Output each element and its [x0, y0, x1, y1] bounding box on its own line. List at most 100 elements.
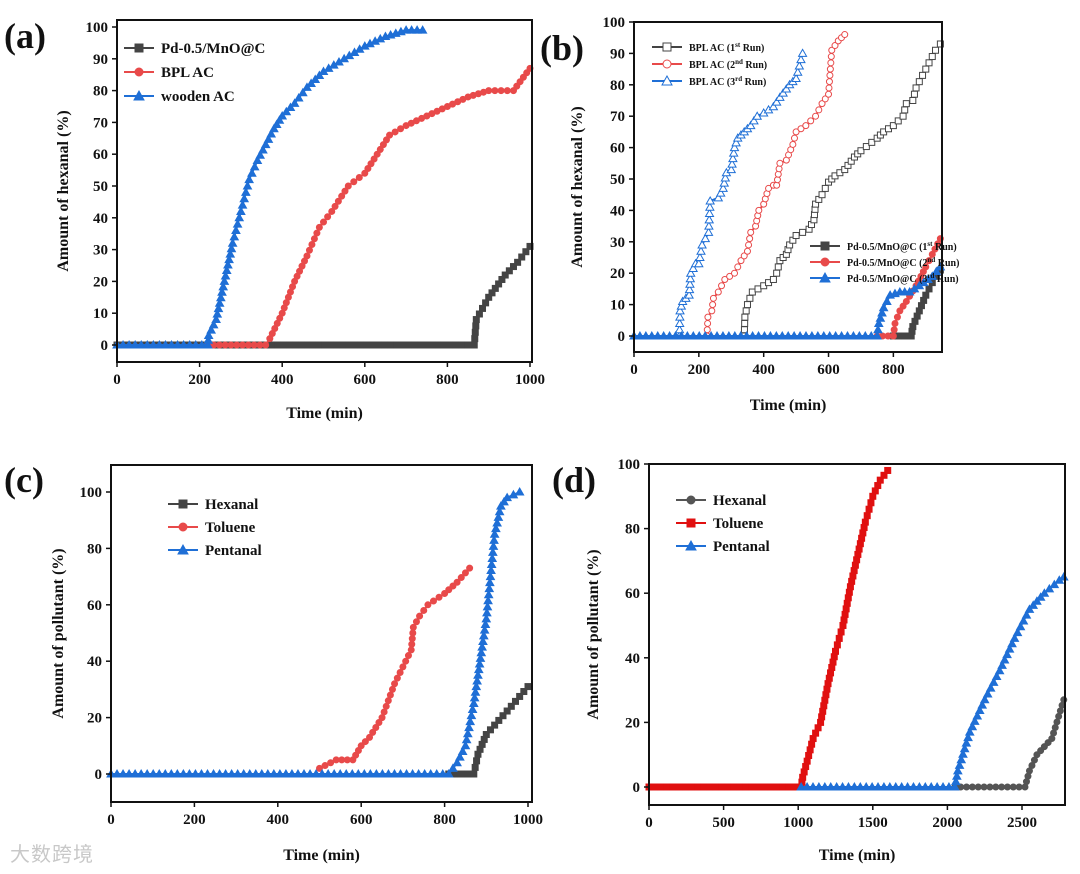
data-point	[718, 183, 729, 192]
data-point	[378, 714, 386, 722]
legend-label: BPL AC (1st Run)	[689, 41, 764, 54]
data-point	[843, 781, 854, 791]
data-point	[457, 574, 465, 582]
data-point	[790, 134, 798, 142]
data-point	[178, 339, 189, 349]
data-point	[443, 768, 454, 778]
data-point	[263, 134, 274, 143]
data-point	[239, 341, 247, 349]
data-point	[256, 341, 264, 349]
data-point	[805, 752, 813, 760]
data-point	[514, 258, 522, 266]
data-point	[980, 783, 988, 791]
data-point	[446, 341, 454, 349]
data-point	[831, 42, 839, 50]
data-point	[184, 768, 195, 778]
data-point	[244, 341, 252, 349]
y-tick-label: 80	[87, 541, 102, 557]
data-point	[832, 647, 839, 655]
x-tick-label: 600	[354, 372, 377, 388]
data-point	[994, 665, 1005, 675]
data-point	[478, 636, 488, 645]
legend-marker	[820, 257, 830, 267]
data-point	[509, 263, 517, 271]
data-point	[293, 768, 303, 778]
data-point	[244, 768, 255, 778]
data-point	[375, 341, 383, 349]
y-tick-label: 90	[610, 46, 625, 62]
data-point	[451, 770, 459, 778]
data-point	[796, 781, 807, 791]
legend-marker	[134, 67, 144, 77]
data-point	[393, 674, 401, 682]
y-tick-label: 60	[625, 586, 640, 602]
series-hexanal	[951, 696, 1068, 791]
data-point	[471, 681, 482, 691]
data-point	[669, 783, 677, 791]
data-point	[365, 768, 376, 778]
data-point	[518, 253, 526, 261]
data-point	[1009, 783, 1017, 791]
data-point	[338, 192, 346, 200]
data-point	[233, 341, 241, 349]
data-point	[321, 762, 329, 770]
data-point	[737, 257, 745, 265]
data-point	[455, 752, 465, 761]
legend-marker	[686, 518, 696, 528]
data-point	[789, 330, 799, 340]
data-point	[771, 330, 782, 340]
data-point	[876, 476, 884, 484]
data-point	[705, 195, 716, 205]
series-line	[801, 576, 1065, 788]
data-point	[958, 749, 968, 758]
data-point	[190, 768, 201, 778]
data-point	[718, 330, 728, 340]
data-point	[485, 571, 496, 581]
data-point	[464, 341, 472, 349]
data-point	[956, 754, 967, 764]
data-point	[1015, 621, 1026, 631]
data-point	[247, 168, 257, 177]
data-point	[208, 768, 219, 778]
data-point	[712, 783, 720, 791]
data-point	[399, 341, 407, 349]
data-point	[803, 757, 811, 765]
y-tick-label: 40	[625, 651, 640, 667]
data-point	[391, 128, 399, 136]
y-tick-label: 30	[610, 235, 625, 251]
data-point	[959, 743, 970, 753]
data-point	[292, 341, 300, 349]
data-point	[468, 698, 479, 707]
data-point	[236, 206, 246, 215]
data-point	[380, 708, 388, 716]
data-point	[708, 307, 716, 315]
data-point	[873, 781, 883, 791]
y-tick-label: 50	[610, 172, 625, 188]
data-point	[469, 692, 480, 702]
data-point	[419, 768, 430, 778]
data-point	[275, 768, 285, 778]
data-point	[721, 275, 729, 283]
data-point	[329, 768, 340, 778]
panel-label: (b)	[540, 28, 584, 68]
data-point	[842, 330, 853, 340]
data-point	[922, 65, 930, 73]
data-point	[736, 783, 744, 791]
data-point	[391, 680, 399, 688]
data-point	[470, 687, 481, 696]
data-point	[728, 148, 739, 157]
data-point	[706, 783, 714, 791]
data-point	[825, 781, 836, 791]
data-point	[369, 341, 377, 349]
data-point	[491, 523, 501, 533]
data-point	[951, 771, 962, 780]
data-point	[347, 768, 358, 778]
legend-marker	[178, 522, 188, 532]
x-tick-label: 400	[752, 362, 775, 378]
series-toluene	[316, 564, 474, 772]
y-tick-label: 80	[610, 78, 625, 94]
data-point	[1032, 596, 1042, 605]
data-point	[507, 702, 515, 710]
data-point	[160, 768, 171, 778]
